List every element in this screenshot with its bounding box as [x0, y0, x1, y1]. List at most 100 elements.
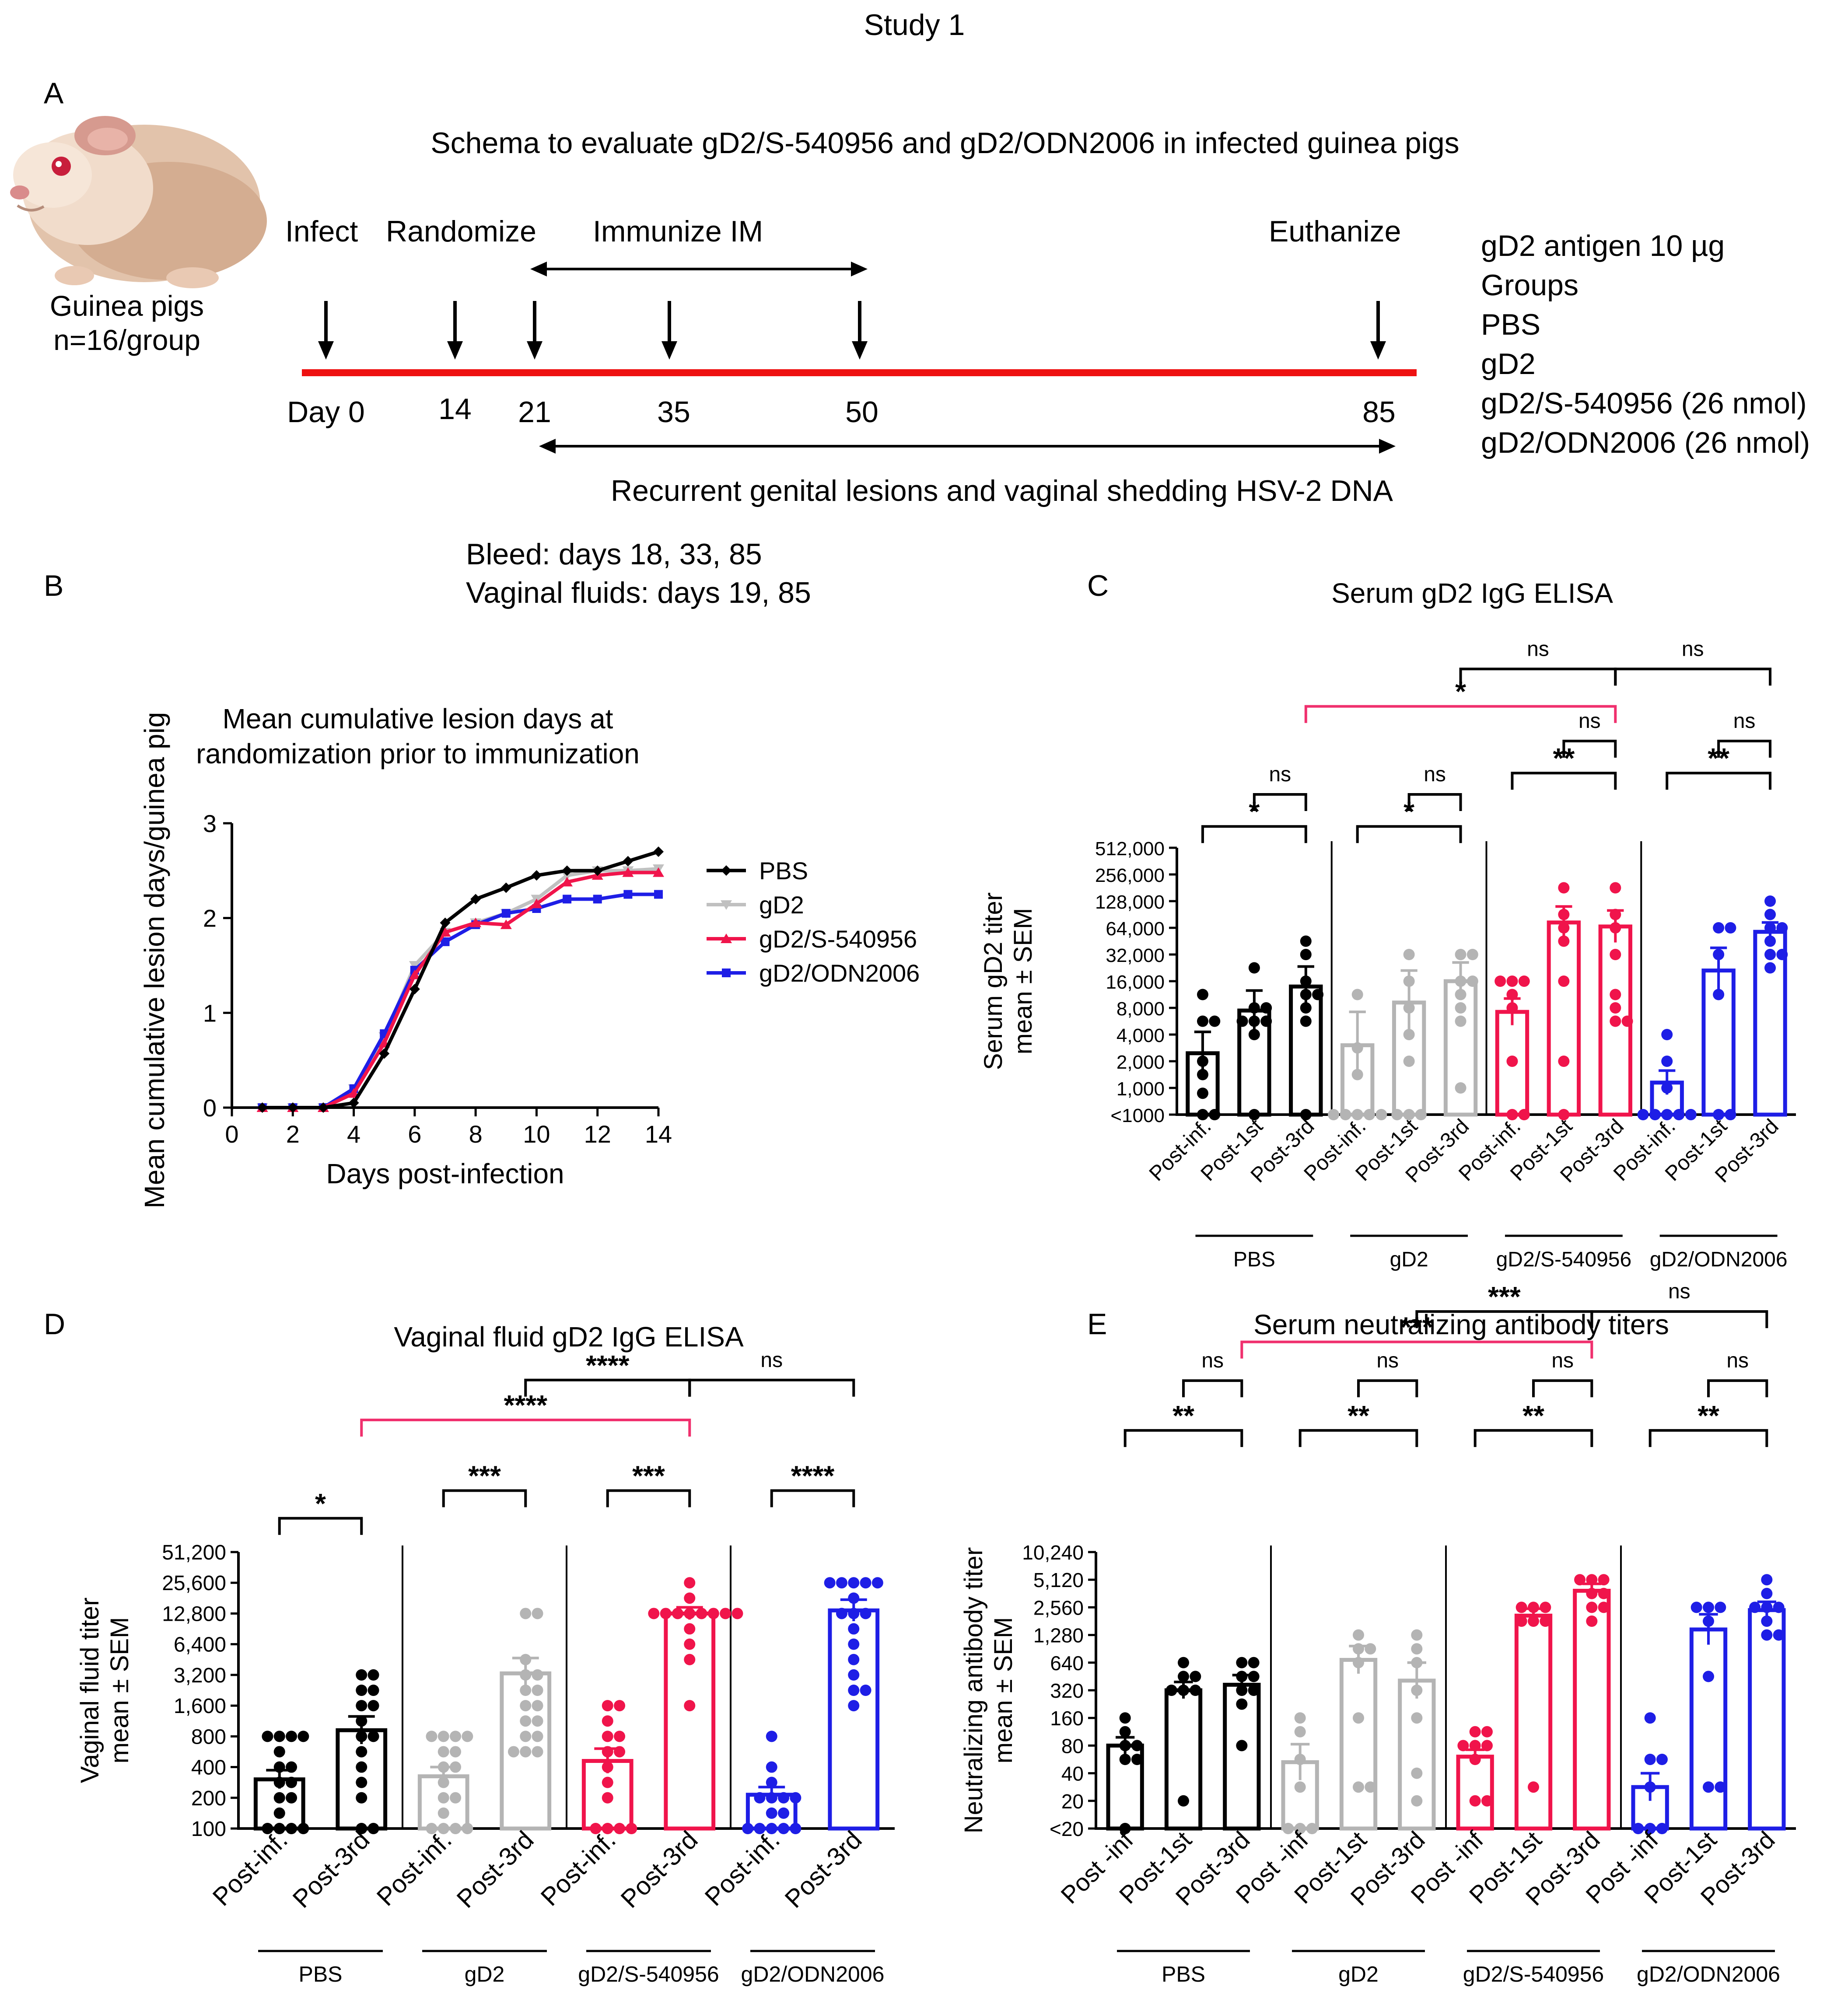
significance-label: ns	[760, 1349, 783, 1372]
data-point	[1403, 1029, 1415, 1040]
significance-bracket	[1459, 668, 1617, 686]
data-point	[379, 1048, 390, 1059]
data-point	[286, 1761, 298, 1773]
data-point	[848, 1700, 860, 1712]
series-line	[262, 867, 659, 1109]
significance-bracket	[606, 1489, 691, 1507]
data-point	[368, 1669, 379, 1681]
significance-bracket	[278, 1517, 363, 1535]
data-point	[462, 1731, 473, 1742]
significance-bracket	[1474, 1429, 1593, 1447]
data-point	[1365, 1781, 1376, 1793]
panel-e-bar-chart: Serum neutralizing antibody titers <20 20 4…	[959, 1280, 1796, 1986]
data-point	[1656, 1754, 1668, 1765]
data-point	[622, 867, 634, 877]
x-tick-label: 14	[645, 1120, 672, 1148]
day-label: 35	[657, 395, 690, 429]
x-tick-label: 10	[523, 1120, 550, 1148]
data-point	[1351, 1109, 1363, 1120]
y-tick-label: <1000	[1110, 1105, 1165, 1126]
x-tick-label: 4	[347, 1120, 360, 1148]
legend-label: PBS	[759, 857, 808, 885]
data-point	[1586, 1601, 1598, 1613]
data-point	[848, 1654, 860, 1665]
x-tick-label: Post-inf.	[700, 1825, 785, 1911]
y-tick-label: 20	[1061, 1790, 1084, 1813]
significance-label: ns	[1682, 637, 1704, 661]
y-tick-label: 1,280	[1033, 1624, 1084, 1647]
significance-label: ***	[1488, 1281, 1521, 1312]
data-point	[623, 890, 633, 899]
data-point	[684, 1638, 696, 1650]
data-point	[286, 1731, 298, 1742]
data-point	[500, 882, 511, 893]
significance-bracket	[1717, 740, 1772, 758]
data-point	[1528, 1601, 1539, 1613]
data-point	[592, 865, 603, 876]
data-point	[1516, 1615, 1527, 1627]
data-point	[1764, 935, 1776, 947]
significance-bracket	[1240, 1340, 1593, 1359]
data-point	[1761, 1601, 1773, 1613]
data-point	[438, 1731, 449, 1742]
data-point	[790, 1823, 802, 1834]
data-point	[790, 1792, 802, 1804]
data-point	[318, 1102, 329, 1113]
data-point	[1528, 1615, 1539, 1627]
data-point	[1248, 1657, 1260, 1668]
data-point	[614, 1823, 626, 1834]
significance-label: ns	[1726, 1349, 1749, 1372]
data-point	[1178, 1795, 1189, 1807]
data-point	[1236, 1671, 1248, 1682]
significance-bracket	[1298, 1429, 1418, 1447]
y-tick-label: 320	[1050, 1679, 1084, 1702]
chart-title: Serum gD2 IgG ELISA	[1331, 577, 1613, 609]
x-tick-label: Post-inf.	[371, 1825, 457, 1911]
data-point	[1558, 882, 1570, 894]
group-label: gD2/ODN2006	[1637, 1962, 1780, 1986]
data-point	[1300, 1015, 1312, 1027]
y-axis-label: mean ± SEM	[105, 1617, 134, 1764]
data-point	[1644, 1754, 1656, 1765]
groups-header: Groups	[1481, 269, 1578, 302]
x-axis-label: Days post-infection	[326, 1158, 564, 1189]
immunize-range-arrow	[530, 262, 868, 276]
data-point	[602, 1761, 613, 1773]
data-point	[426, 1731, 438, 1742]
data-point	[684, 1700, 696, 1712]
data-point	[439, 927, 451, 937]
data-point	[520, 1731, 532, 1742]
data-point	[356, 1731, 368, 1742]
data-point	[1351, 989, 1363, 1000]
panel-letter-a: A	[44, 77, 64, 110]
panel-letter-d: D	[44, 1308, 65, 1341]
data-point	[684, 1592, 696, 1604]
data-point	[1558, 976, 1570, 987]
data-point	[1328, 1109, 1340, 1120]
data-point	[1586, 1587, 1598, 1599]
data-point	[1610, 922, 1621, 934]
data-point	[1558, 935, 1570, 947]
data-point	[766, 1823, 777, 1834]
data-point	[1455, 1082, 1466, 1094]
data-point	[778, 1792, 790, 1804]
data-point	[848, 1638, 860, 1650]
data-point	[1661, 1109, 1673, 1120]
data-point	[1466, 976, 1478, 987]
panel-c-bar-chart: Serum gD2 IgG ELISA <1000 1,000 2,000 4,000 8…	[979, 577, 1796, 1271]
data-point	[1725, 1109, 1736, 1120]
vaginal-fluid-days: Vaginal fluids: days 19, 85	[466, 576, 811, 609]
chart-title: Vaginal fluid gD2 IgG ELISA	[394, 1321, 744, 1353]
significance-bracket	[1304, 705, 1617, 723]
data-point	[563, 895, 572, 904]
y-tick-label: 40	[1061, 1762, 1084, 1785]
data-point	[1166, 1685, 1177, 1696]
data-point	[1644, 1712, 1656, 1724]
y-tick-label: 0	[203, 1094, 217, 1122]
significance-label: *	[315, 1488, 326, 1519]
data-point	[1506, 1056, 1518, 1067]
figure-title: Study 1	[864, 8, 965, 42]
data-point	[287, 1102, 298, 1113]
data-point	[561, 877, 573, 887]
data-point	[1364, 1109, 1376, 1120]
